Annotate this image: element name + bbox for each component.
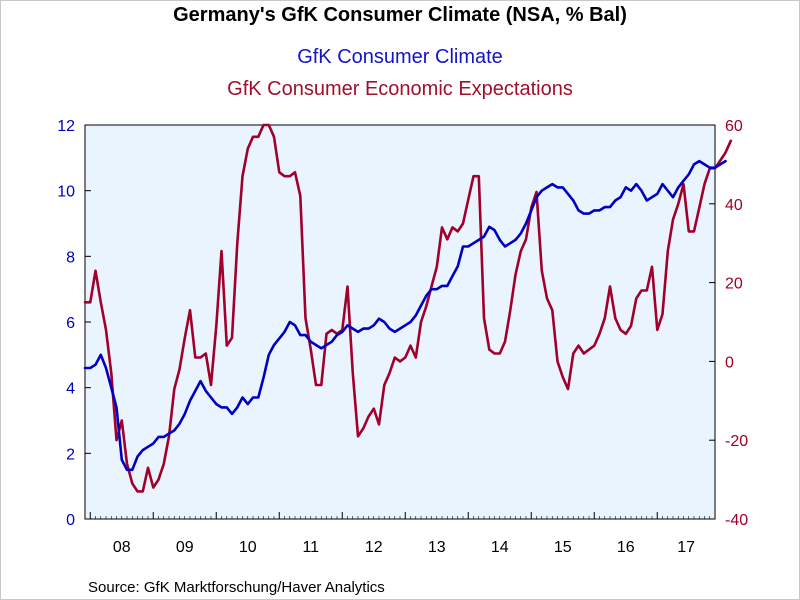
right-axis-tick-label: 0 bbox=[725, 354, 734, 371]
x-axis-tick-label: 10 bbox=[239, 539, 257, 556]
x-axis-tick-label: 17 bbox=[677, 539, 695, 556]
right-axis-tick-label: 40 bbox=[725, 197, 743, 214]
series-lines bbox=[83, 123, 733, 493]
axes: 0 2 4 6 8 10 12 -40 -20 0 20 40 60 08 09 10 11 12 13 14 15 16… bbox=[57, 118, 748, 556]
left-axis-tick-label: 6 bbox=[66, 315, 75, 332]
series-line-consumer-climate bbox=[83, 159, 727, 472]
x-axis-tick-label: 08 bbox=[113, 539, 131, 556]
right-axis-tick-label: 60 bbox=[725, 118, 743, 135]
legend-economic-expectations: GfK Consumer Economic Expectations bbox=[227, 78, 573, 100]
x-axis-tick-label: 09 bbox=[176, 539, 194, 556]
source-note: Source: GfK Marktforschung/Haver Analyti… bbox=[88, 579, 385, 596]
series-line-economic-expectations bbox=[83, 123, 733, 493]
x-axis-tick-label: 16 bbox=[617, 539, 635, 556]
left-axis-tick-label: 0 bbox=[66, 512, 75, 529]
left-axis-tick-label: 8 bbox=[66, 249, 75, 266]
plot-area bbox=[84, 124, 716, 520]
left-axis-tick-label: 12 bbox=[57, 118, 75, 135]
x-axis-tick-label: 11 bbox=[302, 539, 319, 556]
chart-title: Germany's GfK Consumer Climate (NSA, % B… bbox=[173, 4, 627, 26]
x-axis-tick-label: 12 bbox=[365, 539, 383, 556]
right-axis-tick-label: -40 bbox=[725, 512, 748, 529]
left-axis-tick-label: 4 bbox=[66, 381, 75, 398]
x-axis-tick-label: 14 bbox=[491, 539, 509, 556]
left-axis-tick-label: 2 bbox=[66, 446, 75, 463]
x-axis-tick-label: 15 bbox=[554, 539, 572, 556]
right-axis-tick-label: -20 bbox=[725, 433, 748, 450]
legend-consumer-climate: GfK Consumer Climate bbox=[297, 46, 503, 68]
x-axis-tick-label: 13 bbox=[428, 539, 446, 556]
right-axis-tick-label: 20 bbox=[725, 276, 743, 293]
left-axis-tick-label: 10 bbox=[57, 184, 75, 201]
